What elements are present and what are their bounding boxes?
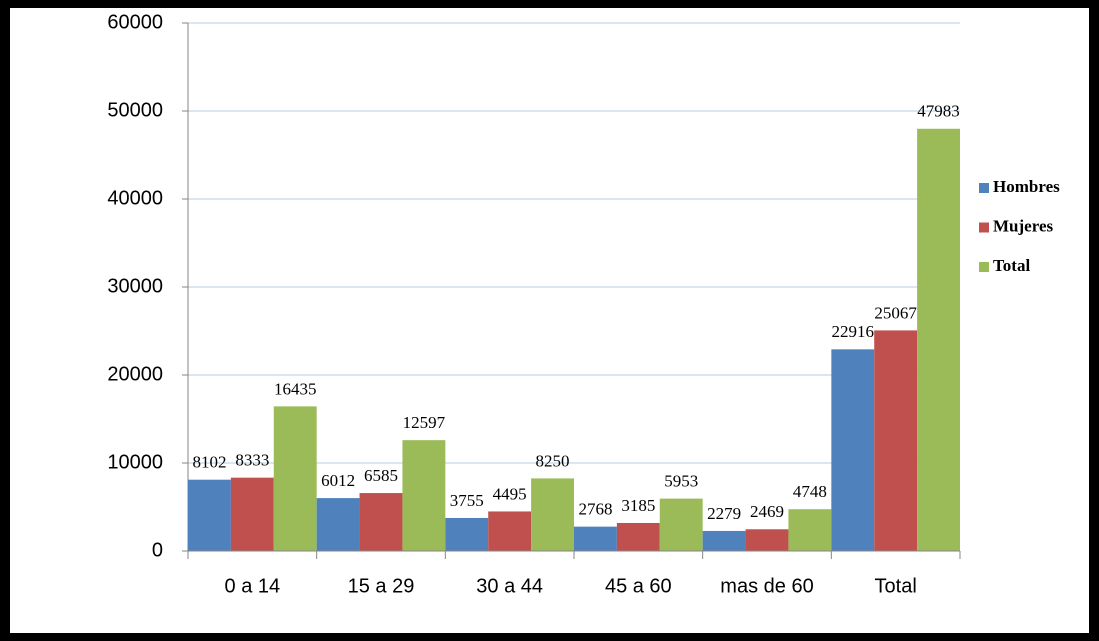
- legend-label: Total: [993, 256, 1030, 275]
- bar: [917, 128, 960, 551]
- bar: [488, 511, 532, 551]
- x-tick-label: 15 a 29: [348, 575, 415, 597]
- x-tick-label: mas de 60: [720, 575, 813, 597]
- data-label: 22916: [832, 322, 875, 341]
- data-label: 5953: [664, 472, 698, 491]
- data-label: 6585: [364, 466, 398, 485]
- data-label: 12597: [403, 413, 446, 432]
- x-tick-label: 45 a 60: [605, 575, 672, 597]
- data-label: 8102: [192, 453, 226, 472]
- x-tick-label: 30 a 44: [476, 575, 543, 597]
- data-label: 25067: [874, 303, 917, 322]
- legend-label: Hombres: [993, 177, 1060, 196]
- data-label: 8333: [235, 451, 269, 470]
- legend-swatch: [979, 222, 989, 233]
- bar: [230, 477, 274, 551]
- y-tick-label: 50000: [107, 99, 163, 121]
- y-tick-label: 60000: [107, 11, 163, 33]
- y-tick-label: 20000: [107, 363, 163, 385]
- legend-label: Mujeres: [993, 216, 1053, 235]
- bar: [531, 478, 574, 551]
- bar: [616, 522, 660, 551]
- data-label: 8250: [536, 451, 570, 470]
- bar: [745, 529, 789, 551]
- data-label: 4748: [793, 482, 827, 501]
- y-tick-label: 30000: [107, 275, 163, 297]
- bar: [402, 440, 446, 551]
- bar: [574, 526, 617, 551]
- bar: [831, 349, 875, 551]
- bar: [788, 509, 832, 551]
- data-label: 47983: [917, 102, 960, 121]
- data-label: 6012: [321, 471, 355, 490]
- bar: [702, 530, 746, 551]
- data-label: 3185: [621, 496, 655, 515]
- bar: [316, 498, 360, 551]
- data-label: 4495: [493, 484, 527, 503]
- legend-swatch: [979, 183, 989, 193]
- data-label: 2469: [750, 502, 784, 521]
- bar: [659, 498, 703, 551]
- data-label: 3755: [450, 491, 484, 510]
- x-tick-label: 0 a 14: [225, 575, 281, 597]
- data-label: 2279: [707, 504, 741, 523]
- y-tick-label: 10000: [107, 451, 163, 473]
- legend-swatch: [979, 262, 989, 272]
- bar: [359, 493, 403, 551]
- data-label: 16435: [274, 379, 317, 398]
- bar: [445, 517, 489, 551]
- y-tick-label: 40000: [107, 187, 163, 209]
- bar: [273, 406, 317, 551]
- y-tick-label: 0: [152, 539, 163, 561]
- data-label: 2768: [578, 500, 612, 519]
- bar: [188, 479, 231, 551]
- x-tick-label: Total: [875, 575, 917, 597]
- bar: [874, 330, 918, 551]
